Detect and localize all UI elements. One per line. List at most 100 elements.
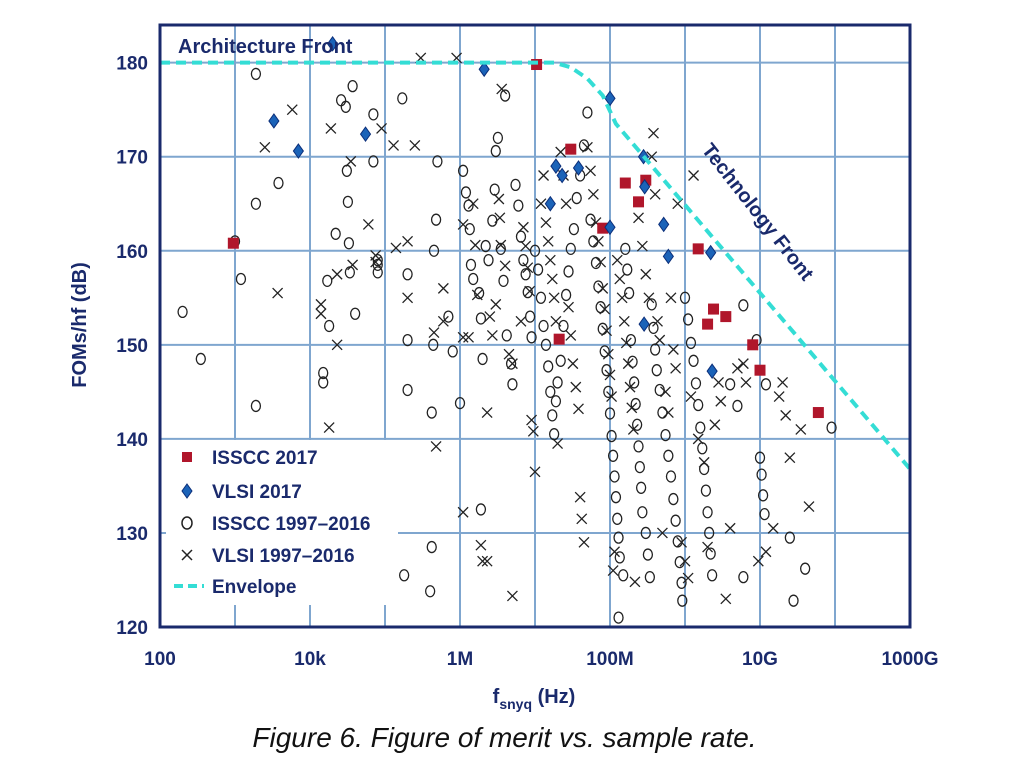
point-isscc-1997-2016	[606, 429, 617, 443]
point-isscc-2017	[812, 407, 824, 419]
point-isscc-1997-2016	[651, 364, 662, 377]
point-isscc-1997-2016	[235, 272, 247, 286]
point-isscc-1997-2016	[335, 94, 347, 107]
point-vlsi-1997-2016	[784, 452, 796, 464]
point-isscc-1997-2016	[480, 239, 491, 253]
legend-label-envelope: Envelope	[212, 577, 296, 598]
point-vlsi-2017	[604, 219, 616, 236]
point-vlsi-1997-2016	[535, 198, 547, 210]
point-isscc-1997-2016	[663, 449, 674, 462]
point-vlsi-1997-2016	[495, 239, 507, 251]
point-vlsi-1997-2016	[720, 593, 732, 605]
y-tick-label: 160	[116, 242, 148, 263]
point-isscc-1997-2016	[545, 385, 556, 398]
point-vlsi-1997-2016	[563, 301, 574, 313]
point-isscc-1997-2016	[426, 406, 437, 419]
point-isscc-1997-2016	[705, 547, 716, 560]
annotation-technology-front: Technology Front	[697, 140, 818, 286]
envelope-line	[160, 60, 912, 471]
legend-circle-marker	[181, 516, 193, 530]
point-isscc-1997-2016	[613, 531, 624, 544]
point-vlsi-1997-2016	[430, 440, 442, 452]
point-vlsi-1997-2016	[550, 315, 562, 327]
point-isscc-2017	[702, 318, 714, 330]
point-isscc-1997-2016	[697, 442, 708, 455]
point-vlsi-1997-2016	[633, 212, 644, 224]
point-isscc-1997-2016	[637, 506, 648, 519]
point-vlsi-1997-2016	[494, 212, 506, 224]
point-vlsi-1997-2016	[698, 456, 710, 468]
point-isscc-1997-2016	[623, 286, 635, 300]
point-isscc-1997-2016	[754, 451, 766, 464]
point-vlsi-1997-2016	[457, 506, 469, 518]
legend: ISSCC 2017 VLSI 2017 ISSCC 1997–2016 VLS…	[174, 448, 370, 598]
point-vlsi-1997-2016	[737, 358, 749, 370]
point-isscc-1997-2016	[428, 244, 440, 257]
point-isscc-1997-2016	[665, 470, 677, 483]
point-vlsi-1997-2016	[524, 285, 536, 297]
point-vlsi-1997-2016	[777, 376, 789, 388]
point-vlsi-1997-2016	[347, 259, 359, 271]
x-tick-label: 100	[144, 649, 176, 670]
point-isscc-1997-2016	[738, 570, 749, 584]
point-vlsi-1997-2016	[760, 546, 772, 558]
point-vlsi-1997-2016	[457, 218, 469, 230]
point-isscc-1997-2016	[526, 331, 537, 344]
point-isscc-1997-2016	[489, 183, 500, 196]
point-isscc-1997-2016	[706, 569, 718, 582]
point-isscc-1997-2016	[784, 531, 795, 544]
point-vlsi-2017	[544, 195, 556, 212]
point-vlsi-1997-2016	[481, 555, 493, 567]
point-isscc-1997-2016	[250, 399, 262, 413]
point-isscc-1997-2016	[343, 237, 355, 250]
point-isscc-1997-2016	[757, 489, 769, 502]
point-vlsi-1997-2016	[773, 391, 785, 403]
point-vlsi-1997-2016	[702, 541, 714, 553]
point-isscc-1997-2016	[475, 503, 487, 516]
x-tick-label: 10G	[742, 649, 778, 670]
y-tick-label: 140	[116, 430, 148, 451]
point-isscc-1997-2016	[522, 285, 533, 299]
point-isscc-1997-2016	[642, 548, 654, 561]
point-vlsi-1997-2016	[576, 513, 588, 525]
point-isscc-1997-2016	[558, 319, 569, 333]
point-vlsi-1997-2016	[390, 242, 402, 254]
point-isscc-1997-2016	[725, 378, 736, 391]
point-vlsi-1997-2016	[376, 123, 388, 134]
point-isscc-1997-2016	[629, 376, 640, 389]
point-isscc-1997-2016	[483, 254, 494, 267]
point-vlsi-1997-2016	[469, 239, 481, 251]
point-isscc-1997-2016	[644, 570, 656, 584]
point-isscc-1997-2016	[397, 92, 408, 105]
point-isscc-1997-2016	[524, 310, 536, 323]
point-vlsi-2017	[705, 244, 717, 261]
point-vlsi-1997-2016	[345, 155, 357, 167]
point-isscc-1997-2016	[447, 345, 458, 358]
point-isscc-1997-2016	[177, 305, 188, 319]
point-vlsi-1997-2016	[560, 198, 572, 210]
point-isscc-1997-2016	[498, 274, 509, 288]
point-vlsi-2017	[292, 143, 304, 159]
point-vlsi-1997-2016	[581, 141, 593, 153]
legend-background	[166, 440, 398, 605]
point-isscc-1997-2016	[597, 322, 608, 335]
point-isscc-1997-2016	[468, 272, 479, 286]
point-isscc-1997-2016	[568, 222, 580, 236]
point-vlsi-1997-2016	[713, 376, 724, 388]
point-vlsi-2017	[572, 160, 585, 176]
point-vlsi-1997-2016	[546, 273, 558, 285]
point-vlsi-1997-2016	[685, 391, 697, 403]
x-axis-title-sub: snyq	[499, 696, 532, 712]
point-isscc-1997-2016	[250, 197, 262, 210]
point-vlsi-1997-2016	[517, 221, 529, 233]
point-vlsi-1997-2016	[752, 555, 764, 567]
point-isscc-1997-2016	[372, 266, 383, 279]
point-isscc-1997-2016	[679, 291, 691, 304]
point-isscc-1997-2016	[614, 551, 625, 564]
point-isscc-1997-2016	[756, 468, 767, 481]
point-isscc-1997-2016	[595, 301, 606, 314]
point-vlsi-1997-2016	[370, 256, 382, 268]
point-vlsi-1997-2016	[602, 348, 614, 360]
point-isscc-1997-2016	[425, 585, 436, 598]
